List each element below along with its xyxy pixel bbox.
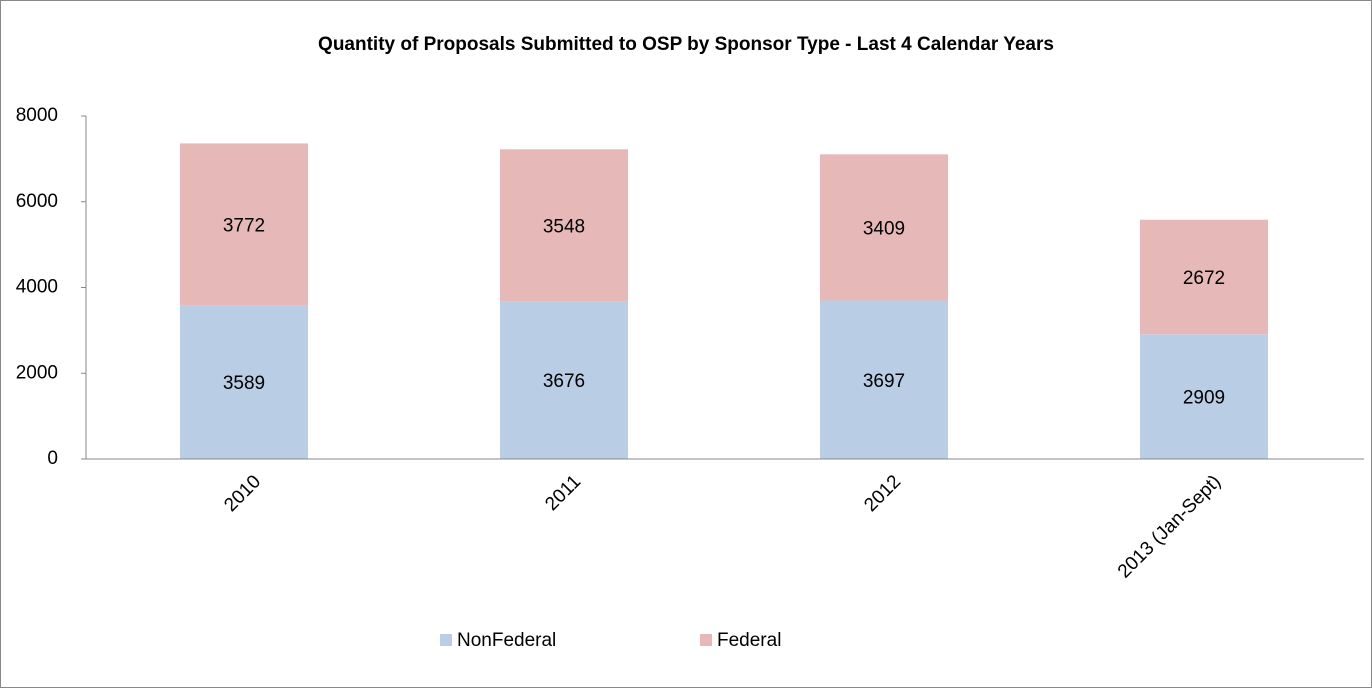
bar-segment bbox=[180, 143, 308, 306]
data-label: 2909 bbox=[1183, 388, 1225, 409]
y-tick-label: 8000 bbox=[16, 105, 58, 126]
data-label: 2672 bbox=[1183, 268, 1225, 289]
bar-segment bbox=[180, 305, 308, 459]
y-tick-label: 0 bbox=[47, 448, 58, 469]
y-tick-label: 2000 bbox=[16, 362, 58, 383]
legend-swatch bbox=[440, 634, 452, 646]
bar-segment bbox=[500, 301, 628, 459]
bar-segment bbox=[1140, 219, 1268, 335]
data-label: 3548 bbox=[543, 216, 585, 237]
legend-label: NonFederal bbox=[457, 630, 556, 651]
data-label: 3697 bbox=[863, 371, 905, 392]
bar-segment bbox=[820, 300, 948, 459]
bar-segment bbox=[1140, 334, 1268, 459]
chart-title: Quantity of Proposals Submitted to OSP b… bbox=[318, 34, 1054, 55]
data-label: 3589 bbox=[223, 373, 265, 394]
y-tick-label: 6000 bbox=[16, 191, 58, 212]
bar-segment bbox=[820, 154, 948, 301]
data-label: 3772 bbox=[223, 215, 265, 236]
data-label: 3409 bbox=[863, 218, 905, 239]
legend-swatch bbox=[700, 634, 712, 646]
data-label: 3676 bbox=[543, 371, 585, 392]
legend-label: Federal bbox=[717, 630, 781, 651]
bar-segment bbox=[500, 149, 628, 302]
y-tick-label: 4000 bbox=[16, 277, 58, 298]
